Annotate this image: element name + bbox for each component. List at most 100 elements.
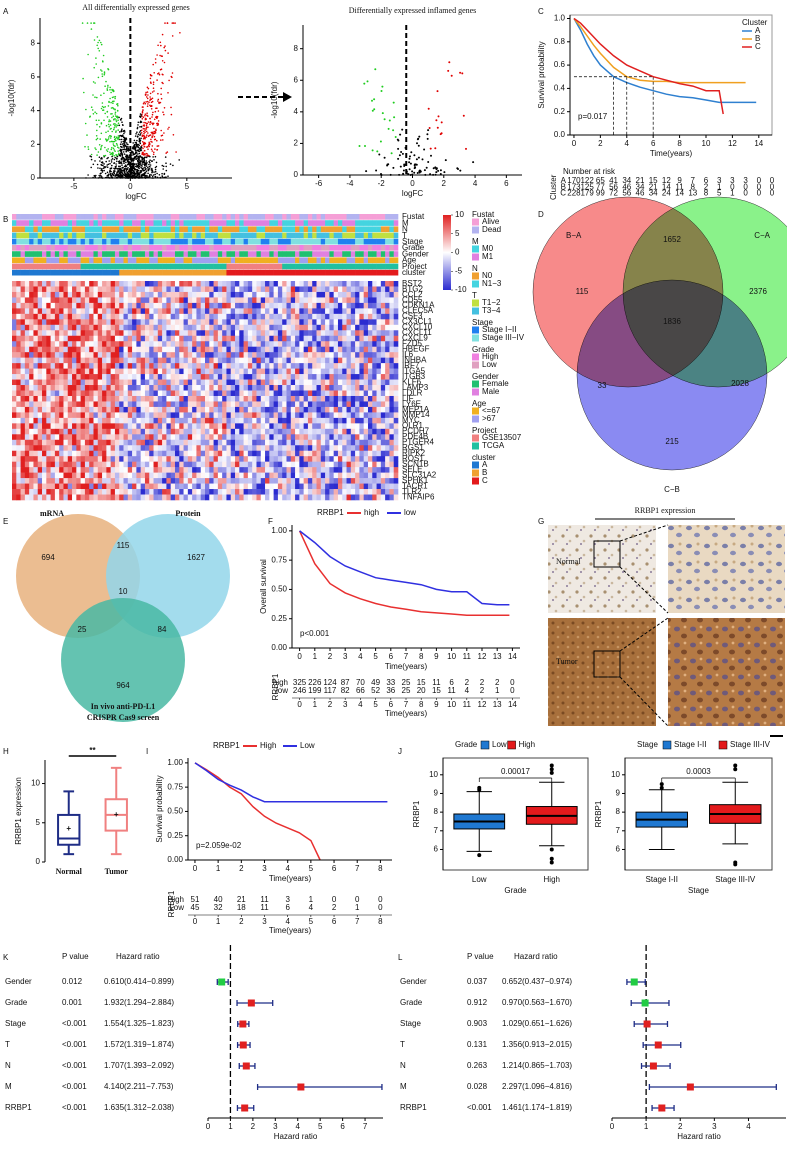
annotation-cell <box>157 257 163 264</box>
annotation-cell <box>183 232 189 239</box>
annotation-cell <box>265 245 270 251</box>
heatmap-cell <box>102 319 107 326</box>
annotation-cell <box>119 238 124 245</box>
annotation-cell <box>243 238 249 245</box>
heatmap-cell <box>363 390 369 397</box>
heatmap-cell <box>166 281 171 287</box>
point <box>85 108 87 111</box>
heatmap-cell <box>162 335 167 342</box>
heatmap-cell <box>97 302 103 309</box>
heatmap-cell <box>393 357 399 364</box>
point <box>136 149 139 152</box>
heatmap-cell <box>286 319 292 326</box>
heatmap-cell <box>76 291 81 298</box>
annotation-cell <box>157 238 163 245</box>
point <box>115 173 118 175</box>
y-tick-label: 9 <box>616 789 621 798</box>
gene-label: INHBA <box>402 355 427 364</box>
annotation-cell <box>144 263 150 270</box>
heatmap-cell <box>282 379 287 386</box>
heatmap-cell <box>342 341 347 347</box>
point <box>119 175 121 177</box>
heatmap-cell <box>187 352 193 358</box>
annotation-cell <box>273 214 279 220</box>
point <box>102 54 105 57</box>
heatmap-cell <box>290 341 296 347</box>
point <box>148 141 150 144</box>
heatmap-cell <box>123 302 129 309</box>
heatmap-cell <box>50 346 56 353</box>
heatmap-cell <box>12 357 17 364</box>
annotation-cell <box>140 257 146 264</box>
annotation-cell <box>205 269 210 276</box>
point <box>143 132 145 135</box>
heatmap-cell <box>239 286 244 293</box>
heatmap-cell <box>80 363 86 369</box>
annotation-cell <box>350 257 356 264</box>
hr-marker <box>297 1083 305 1091</box>
heatmap-cell <box>84 352 90 358</box>
heatmap-cell <box>367 374 373 380</box>
point <box>147 87 150 90</box>
heatmap-cell <box>217 346 223 353</box>
heatmap-cell <box>153 281 159 287</box>
heatmap-cell <box>307 281 313 287</box>
heatmap-cell <box>144 357 150 364</box>
risk-count: 246 <box>293 686 307 695</box>
risk-time-label: 14 <box>508 700 517 709</box>
annotation-cell <box>299 232 304 239</box>
annotation-cell <box>325 251 330 257</box>
heatmap-cell <box>93 324 99 331</box>
heatmap-cell <box>157 341 163 347</box>
annotation-cell <box>385 232 390 239</box>
heatmap-cell <box>230 297 236 304</box>
annotation-cell <box>54 226 60 233</box>
heatmap-cell <box>200 368 206 375</box>
heatmap-cell <box>136 313 141 320</box>
heatmap-cell <box>80 346 86 353</box>
heatmap-cell <box>93 291 99 298</box>
heatmap-cell <box>320 363 326 369</box>
risk-count: 0 <box>770 189 775 198</box>
annotation-cell <box>256 226 262 233</box>
x-tick-label: 0 <box>193 864 198 873</box>
annotation-cell <box>217 226 223 233</box>
point <box>179 32 181 34</box>
heatmap-cell <box>132 308 137 315</box>
annotation-cell <box>157 245 163 251</box>
annotation-cell <box>29 226 34 233</box>
x-axis-title: Time(years) <box>385 662 428 671</box>
annotation-cell <box>123 269 129 276</box>
legend-title: RRBP1 <box>213 741 240 750</box>
heatmap-cell <box>316 313 322 320</box>
annotation-cell <box>217 269 223 276</box>
annotation-cell <box>127 214 133 220</box>
annotation-cell <box>37 232 43 239</box>
point <box>139 139 142 141</box>
heatmap-cell <box>252 281 257 287</box>
heatmap-cell <box>89 324 94 331</box>
heatmap-cell <box>102 395 107 402</box>
annotation-cell <box>342 263 347 270</box>
heatmap-cell <box>114 291 120 298</box>
heatmap-cell <box>235 346 240 353</box>
heatmap-cell <box>192 379 197 386</box>
heatmap-cell <box>170 319 176 326</box>
annotation-cell <box>393 263 399 270</box>
heatmap-cell <box>50 385 56 391</box>
point <box>141 159 143 161</box>
heatmap-cell <box>183 379 189 386</box>
heatmap-cell <box>110 341 116 347</box>
point <box>151 145 154 147</box>
point <box>373 98 376 101</box>
heatmap-cell <box>179 286 184 293</box>
heatmap-cell <box>273 341 279 347</box>
point <box>142 147 144 150</box>
heatmap-cell <box>222 324 227 331</box>
annotation-cell <box>179 226 184 233</box>
heatmap-cell <box>286 308 292 315</box>
heatmap-cell <box>162 324 167 331</box>
heatmap-cell <box>174 286 180 293</box>
zoom-box <box>593 650 621 678</box>
annotation-cell <box>127 251 133 257</box>
